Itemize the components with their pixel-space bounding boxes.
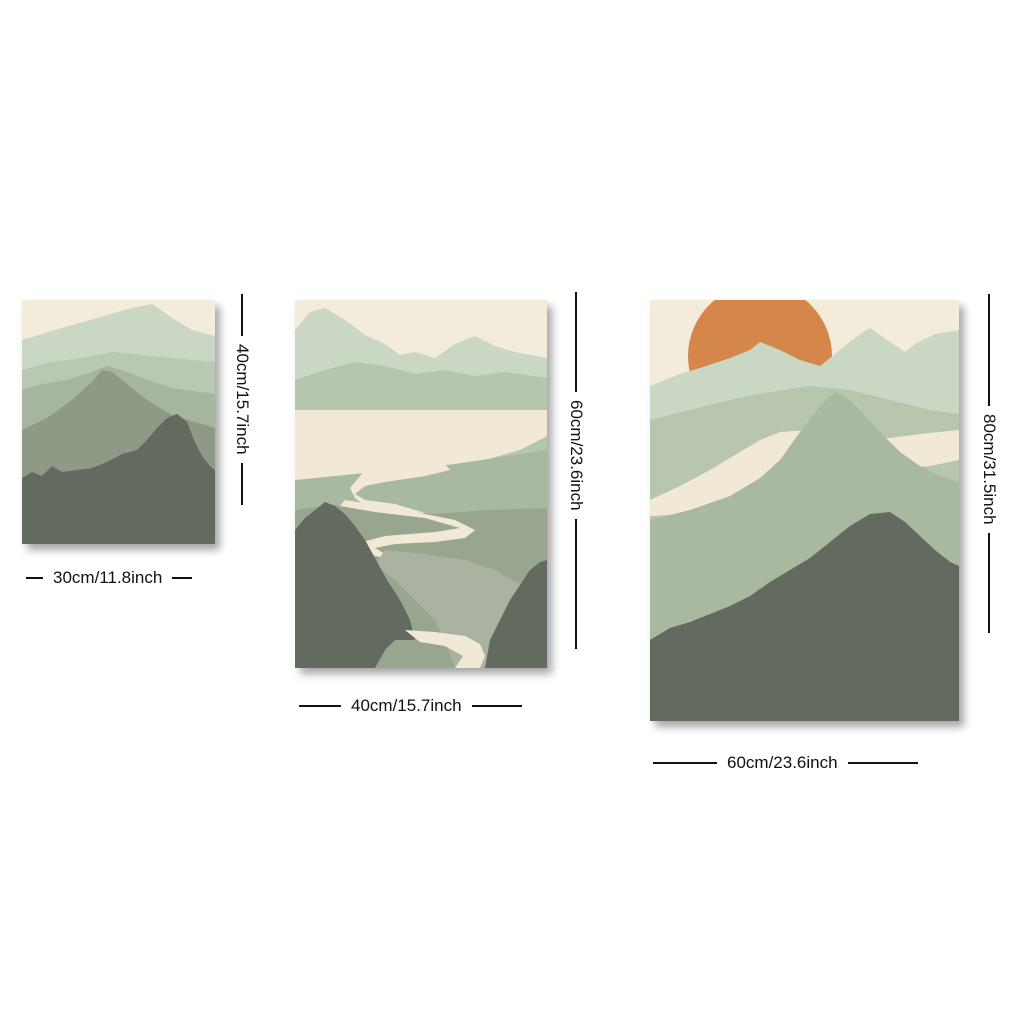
- width-dimension-large: 60cm/23.6inch: [653, 753, 958, 773]
- height-dimension-large: 80cm/31.5inch: [979, 294, 999, 724]
- width-label-medium: 40cm/15.7inch: [351, 696, 462, 715]
- height-label-small: 40cm/15.7inch: [233, 344, 252, 455]
- art-panel-small: [22, 300, 215, 544]
- height-label-large: 80cm/31.5inch: [980, 414, 999, 525]
- art-panel-medium: [295, 300, 547, 668]
- height-label-medium: 60cm/23.6inch: [567, 400, 586, 511]
- river-valley-landscape: [295, 300, 547, 668]
- sunset-mountain-landscape: [650, 300, 959, 721]
- height-dimension-medium: 60cm/23.6inch: [566, 292, 586, 670]
- height-dimension-small: 40cm/15.7inch: [232, 294, 252, 544]
- width-dimension-small: 30cm/11.8inch: [26, 568, 216, 588]
- mountain-landscape-small: [22, 300, 215, 544]
- width-label-small: 30cm/11.8inch: [53, 568, 163, 587]
- art-panel-large: [650, 300, 959, 721]
- width-label-large: 60cm/23.6inch: [727, 753, 838, 772]
- width-dimension-medium: 40cm/15.7inch: [299, 696, 549, 716]
